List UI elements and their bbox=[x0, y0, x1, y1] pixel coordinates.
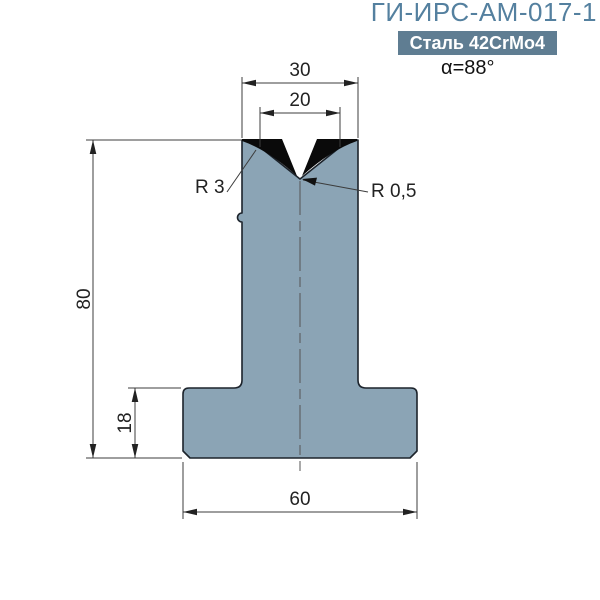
dim-18-arrow-top bbox=[131, 388, 139, 402]
dim-80-arrow-bottom bbox=[89, 444, 97, 458]
dim-vee-opening: 20 bbox=[259, 90, 341, 147]
dim-total-height: 80 bbox=[74, 139, 242, 459]
hardened-zone-right-shape bbox=[302, 139, 357, 176]
dim-30-arrow-left bbox=[242, 79, 256, 87]
dim-base-height: 18 bbox=[115, 387, 181, 458]
dim-base-width: 60 bbox=[182, 462, 418, 519]
material-badge: Сталь 42CrMo4 bbox=[397, 31, 557, 55]
dim-60-label: 60 bbox=[289, 489, 310, 510]
dim-80-label: 80 bbox=[74, 288, 95, 309]
dim-top-width: 30 bbox=[241, 60, 359, 138]
dim-20-label: 20 bbox=[289, 90, 310, 111]
dim-18-arrow-bottom bbox=[131, 444, 139, 458]
dim-18-label: 18 bbox=[115, 412, 136, 433]
hardened-zone-left-shape bbox=[242, 139, 297, 176]
r3-leader-line bbox=[226, 149, 257, 193]
dim-20-arrow-left bbox=[260, 109, 274, 117]
page-title: ГИ-ИРС-АМ-017-1 bbox=[370, 0, 597, 27]
r05-leader-arrow bbox=[302, 177, 317, 186]
callout-shoulder-radius: R 3 bbox=[195, 149, 257, 198]
r05-label: R 0,5 bbox=[371, 181, 416, 202]
dim-30-arrow-right bbox=[344, 79, 358, 87]
dim-20-arrow-right bbox=[326, 109, 340, 117]
angle-label: α=88° bbox=[441, 57, 495, 79]
dim-80-arrow-top bbox=[89, 140, 97, 154]
callout-bottom-radius: R 0,5 bbox=[302, 177, 416, 202]
dim-30-label: 30 bbox=[289, 60, 310, 81]
dim-60-arrow-right bbox=[403, 508, 417, 516]
r3-label: R 3 bbox=[195, 177, 225, 198]
dim-60-arrow-left bbox=[183, 508, 197, 516]
